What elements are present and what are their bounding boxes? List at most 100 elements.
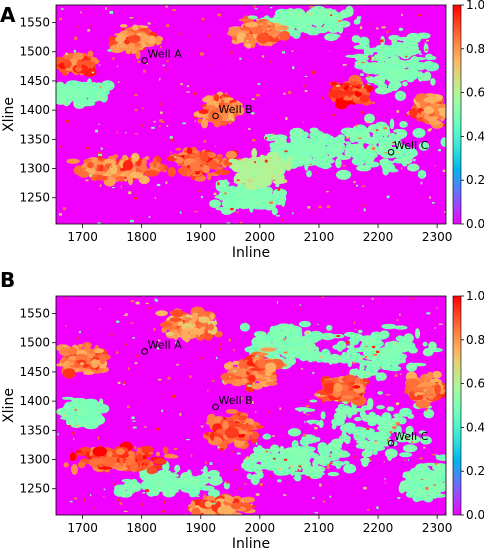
heatmap-cell (238, 487, 241, 490)
heatmap-cell (235, 211, 239, 213)
y-axis-label: Xline (1, 97, 17, 132)
heatmap-cell (359, 130, 365, 135)
heatmap-cell (99, 354, 106, 365)
heatmap-cell (200, 52, 204, 56)
heatmap-cell (256, 195, 262, 200)
x-tick-label: 2100 (304, 230, 335, 244)
heatmap-cell (383, 127, 388, 130)
heatmap-cell (177, 163, 180, 166)
heatmap-cell (301, 19, 309, 30)
heatmap-cell (166, 156, 177, 162)
heatmap-cell (315, 8, 321, 15)
heatmap-cell (279, 445, 285, 454)
heatmap-cell (87, 161, 94, 169)
heatmap-cell (425, 486, 429, 490)
heatmap-cell (336, 340, 347, 350)
heatmap-cell (281, 151, 285, 155)
heatmap-cell (118, 81, 120, 83)
heatmap-cell (76, 59, 82, 69)
heatmap-cell (370, 22, 372, 26)
heatmap-cell (109, 163, 118, 175)
heatmap-cell (259, 470, 264, 472)
heatmap-cell (310, 12, 313, 16)
heatmap-cell (64, 58, 70, 65)
heatmap-cell (315, 171, 318, 173)
heatmap-cell (93, 171, 106, 175)
heatmap-cell (257, 378, 268, 382)
heatmap-cell (194, 120, 196, 122)
heatmap-cell (130, 300, 135, 303)
heatmap-cell (66, 158, 80, 164)
heatmap-cell (170, 151, 172, 154)
heatmap-cell (135, 44, 139, 47)
heatmap-cell (337, 403, 346, 409)
heatmap-cell (80, 11, 82, 14)
heatmap-cell (106, 85, 111, 89)
heatmap-region (403, 370, 446, 409)
heatmap-cell (278, 453, 280, 457)
heatmap-cell (332, 14, 339, 19)
heatmap-cell (417, 14, 422, 17)
heatmap-cell (251, 503, 253, 506)
heatmap-cell (226, 481, 229, 484)
heatmap-cell (365, 76, 375, 81)
heatmap-cell (121, 27, 125, 31)
heatmap-cell (163, 500, 166, 504)
heatmap-cell (208, 489, 220, 498)
heatmap-cell (257, 179, 271, 184)
heatmap-cell (306, 405, 310, 407)
heatmap-cell (128, 367, 130, 371)
heatmap-cell (107, 49, 112, 52)
heatmap-cell (314, 427, 318, 430)
heatmap-cell (194, 116, 198, 119)
panel-a: A 1700 1800 1900 2000 2100 2200 2300 1250 1300 13… (0, 0, 484, 261)
heatmap-cell (290, 452, 295, 462)
heatmap-cell (374, 58, 390, 62)
heatmap-cell (118, 490, 133, 498)
heatmap-cell (348, 81, 360, 85)
heatmap-cell (259, 483, 263, 486)
heatmap-cell (422, 348, 434, 357)
heatmap-cell (434, 463, 446, 469)
heatmap-cell (422, 394, 426, 398)
heatmap-cell (317, 323, 319, 325)
heatmap-cell (110, 333, 113, 336)
heatmap-cell (96, 403, 110, 414)
heatmap-cell (369, 457, 371, 461)
heatmap-cell (59, 17, 62, 21)
heatmap-cell (265, 137, 267, 140)
heatmap-cell (361, 61, 365, 64)
colorbar-tick-label: 0.4 (466, 129, 484, 143)
heatmap-cell (392, 426, 397, 429)
heatmap-cell (233, 469, 238, 471)
heatmap-cell (137, 60, 141, 63)
heatmap-cell (424, 42, 426, 45)
heatmap-cell (352, 98, 354, 101)
heatmap-cell (412, 128, 426, 138)
heatmap-cell (312, 70, 316, 74)
heatmap-cell (222, 380, 224, 383)
heatmap-cell (62, 92, 76, 96)
heatmap-cell (438, 323, 443, 325)
x-tick-label: 1800 (126, 521, 157, 535)
heatmap-cell (267, 411, 270, 413)
x-tick-label: 2200 (363, 230, 394, 244)
heatmap-cell (238, 415, 247, 421)
heatmap-cell (97, 222, 102, 224)
heatmap-cell (272, 158, 281, 169)
heatmap-cell (281, 219, 283, 222)
heatmap-cell (369, 57, 372, 60)
heatmap-cell (145, 302, 149, 305)
heatmap-cell (236, 452, 241, 455)
heatmap-cell (309, 163, 312, 166)
heatmap-cell (58, 213, 62, 216)
heatmap-cell (56, 222, 58, 224)
heatmap-cell (339, 450, 349, 457)
heatmap-cell (217, 13, 221, 17)
heatmap-cell (239, 195, 246, 203)
heatmap-cell (288, 346, 302, 352)
heatmap-cell (223, 362, 233, 370)
well-marker (141, 348, 148, 355)
heatmap-cell (205, 495, 215, 501)
well-marker (212, 403, 219, 411)
